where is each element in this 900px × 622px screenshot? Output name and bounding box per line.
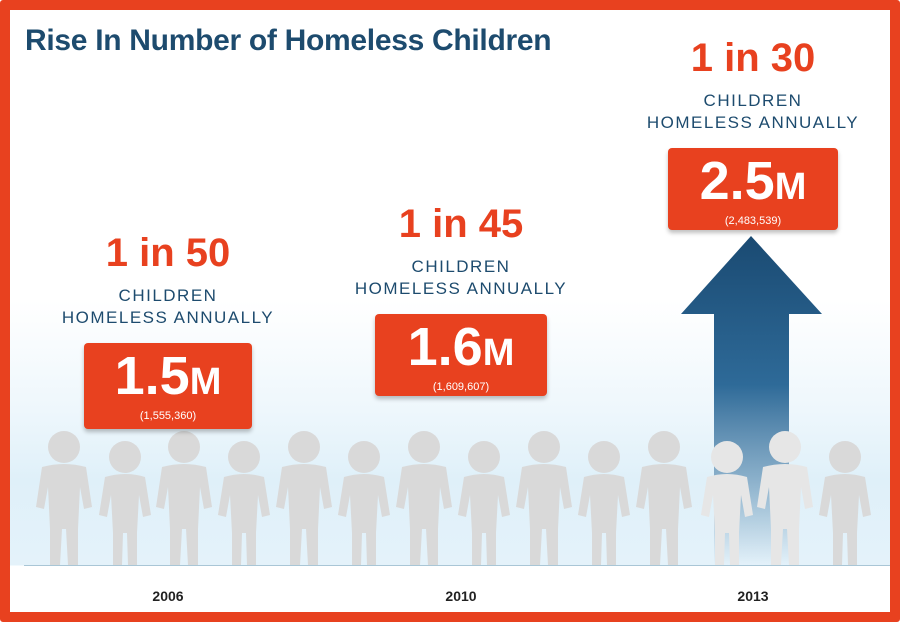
child-figure <box>636 431 692 565</box>
child-figure <box>156 431 212 565</box>
child-figure <box>36 431 92 565</box>
value-box: 2.5M (2,483,539) <box>668 148 838 231</box>
child-figure <box>578 441 630 565</box>
child-figure <box>458 441 510 565</box>
trend-arrow <box>681 236 822 566</box>
exact-value: (1,609,607) <box>432 380 490 393</box>
caption: CHILDREN HOMELESS ANNUALLY <box>62 285 274 329</box>
exact-value: (1,555,360) <box>139 410 197 423</box>
caption-line-2: HOMELESS ANNUALLY <box>646 113 860 133</box>
child-figure <box>819 441 871 565</box>
ratio-label: 1 in 50 <box>105 231 231 276</box>
caption: CHILDREN HOMELESS ANNUALLY <box>647 90 859 134</box>
value-box: 1.5M (1,555,360) <box>84 343 252 430</box>
child-figure <box>276 431 332 565</box>
child-figure <box>218 441 270 565</box>
big-value-unit: M <box>774 166 807 209</box>
caption-line-1: CHILDREN <box>118 286 218 306</box>
year-label: 2010 <box>445 588 477 604</box>
big-value-unit: M <box>482 331 515 374</box>
child-figure <box>99 441 151 565</box>
big-value-unit: M <box>189 361 222 404</box>
big-value: 2.5M <box>668 154 838 214</box>
caption: CHILDREN HOMELESS ANNUALLY <box>355 256 567 300</box>
caption-line-1: CHILDREN <box>703 91 803 111</box>
big-value-number: 2.5 <box>699 151 775 212</box>
big-value: 1.6M <box>375 320 547 380</box>
big-value-number: 1.6 <box>407 316 483 377</box>
ratio-label: 1 in 45 <box>398 201 524 246</box>
chart-title: Rise In Number of Homeless Children <box>25 24 552 57</box>
exact-value: (2,483,539) <box>724 215 782 228</box>
value-box: 1.6M (1,609,607) <box>375 313 547 396</box>
child-figure <box>516 431 572 565</box>
child-figure <box>396 431 452 565</box>
illustration-layer <box>36 236 871 566</box>
year-label: 2013 <box>737 588 769 604</box>
big-value-number: 1.5 <box>114 346 190 407</box>
child-figure <box>338 441 390 565</box>
baseline <box>24 565 890 566</box>
caption-line-2: HOMELESS ANNUALLY <box>61 308 275 328</box>
ratio-label: 1 in 30 <box>690 36 816 81</box>
year-label: 2006 <box>152 588 184 604</box>
caption-line-2: HOMELESS ANNUALLY <box>354 278 568 298</box>
caption-line-1: CHILDREN <box>411 256 511 276</box>
big-value: 1.5M <box>84 349 252 409</box>
